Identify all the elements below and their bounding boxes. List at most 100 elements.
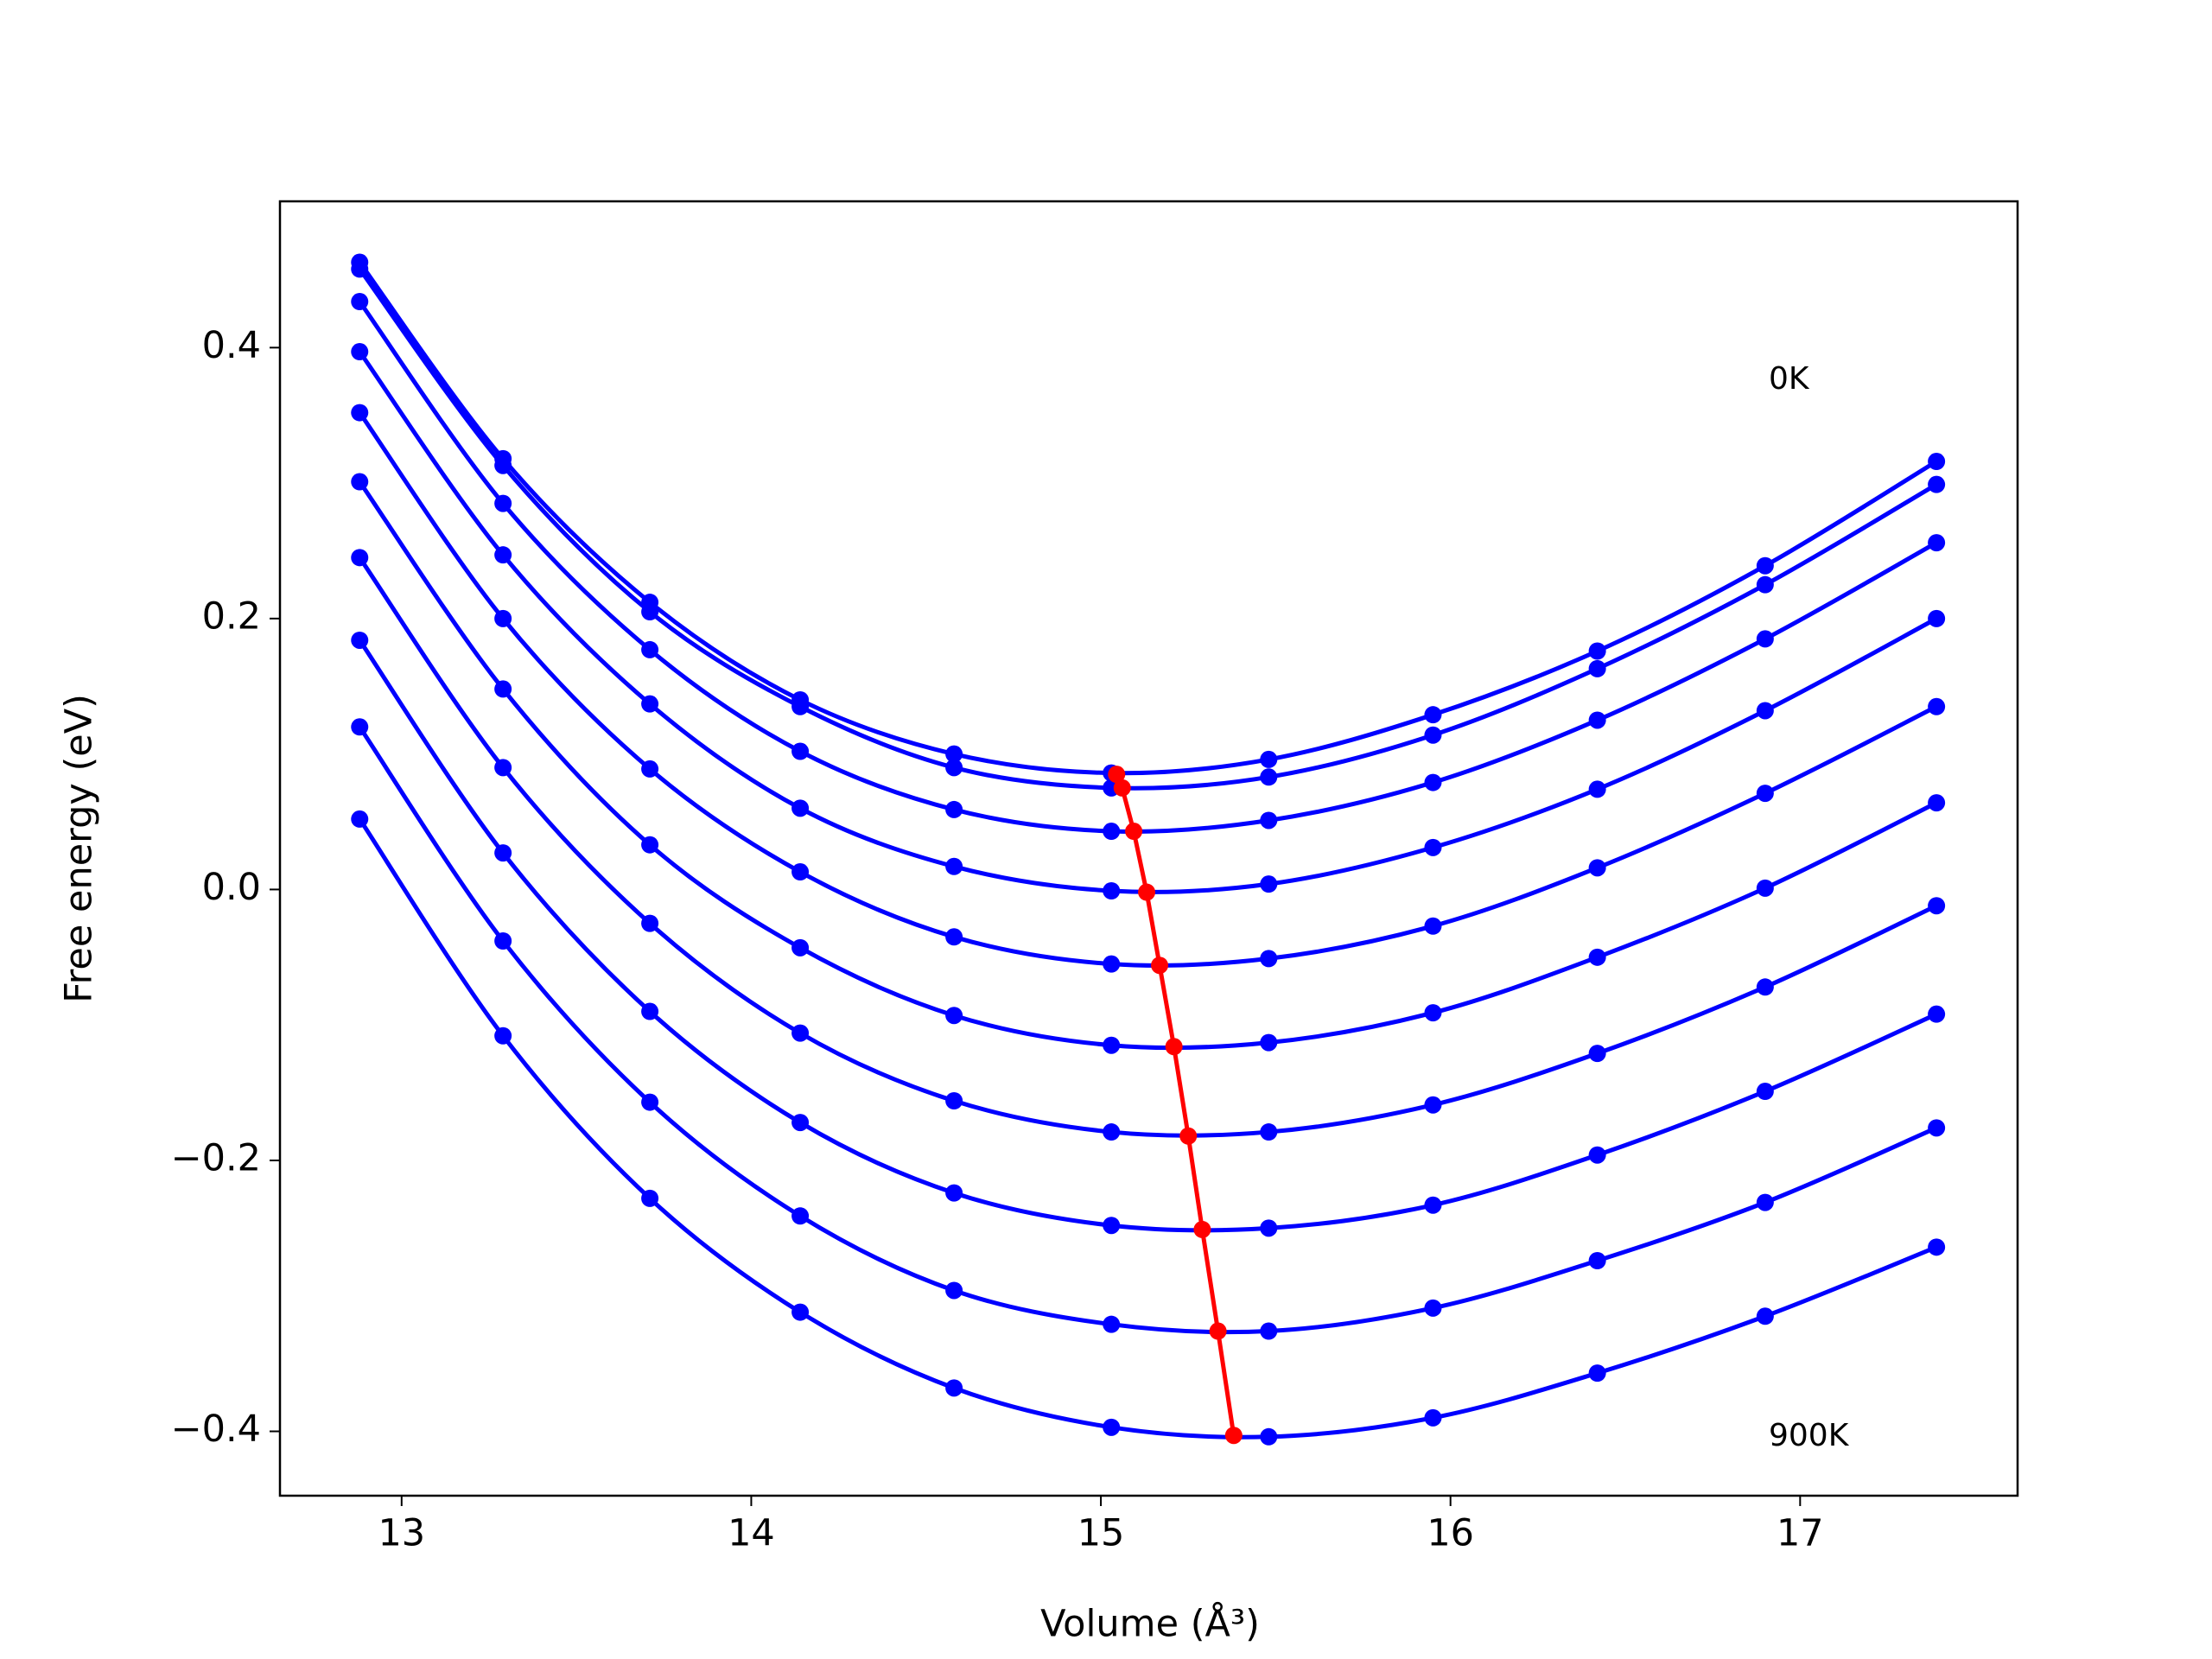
point bbox=[1138, 883, 1156, 901]
point bbox=[494, 932, 512, 950]
point bbox=[494, 494, 512, 512]
point bbox=[945, 857, 963, 875]
point bbox=[945, 745, 963, 763]
point bbox=[1928, 1238, 1946, 1256]
series-line bbox=[358, 480, 1938, 1051]
point bbox=[1424, 726, 1442, 744]
point bbox=[1928, 1005, 1946, 1023]
point bbox=[1260, 950, 1278, 968]
point bbox=[1424, 1096, 1442, 1114]
y-tick-label: 0.0 bbox=[202, 866, 261, 909]
point bbox=[1260, 750, 1278, 768]
plot-frame bbox=[278, 200, 2019, 1497]
point bbox=[791, 799, 810, 817]
series-line bbox=[358, 817, 1938, 1440]
point bbox=[641, 760, 659, 778]
point bbox=[1424, 1004, 1442, 1022]
series-line bbox=[358, 556, 1938, 1138]
point bbox=[1588, 1251, 1606, 1269]
point bbox=[1103, 1315, 1121, 1333]
point bbox=[1165, 1038, 1183, 1056]
point bbox=[494, 759, 512, 777]
annotation: 900K bbox=[1769, 1418, 1850, 1453]
point bbox=[351, 473, 369, 491]
point bbox=[1588, 1045, 1606, 1063]
point bbox=[1103, 1418, 1121, 1436]
point bbox=[1260, 768, 1278, 786]
point bbox=[1588, 780, 1606, 798]
point bbox=[1424, 1299, 1442, 1317]
point bbox=[351, 404, 369, 422]
point bbox=[351, 810, 369, 828]
point bbox=[1209, 1322, 1227, 1340]
point bbox=[1424, 838, 1442, 856]
series-line bbox=[1114, 773, 1236, 1436]
point bbox=[945, 1091, 963, 1109]
point bbox=[791, 1114, 810, 1132]
point bbox=[1928, 794, 1946, 812]
point bbox=[1103, 881, 1121, 899]
annotation: 0K bbox=[1769, 361, 1810, 397]
point bbox=[1756, 785, 1774, 803]
point bbox=[1756, 575, 1774, 594]
point bbox=[1756, 978, 1774, 996]
point bbox=[351, 260, 369, 278]
point bbox=[945, 800, 963, 818]
point bbox=[1588, 1146, 1606, 1164]
point bbox=[641, 1002, 659, 1020]
point bbox=[1424, 1196, 1442, 1214]
point bbox=[1103, 823, 1121, 841]
series-line bbox=[358, 411, 1938, 969]
point bbox=[945, 928, 963, 946]
point bbox=[641, 836, 659, 854]
x-tick-label: 13 bbox=[378, 1512, 425, 1555]
x-tick-label: 17 bbox=[1777, 1512, 1824, 1555]
point bbox=[1756, 1193, 1774, 1211]
point bbox=[1260, 811, 1278, 830]
point bbox=[494, 680, 512, 698]
point bbox=[494, 844, 512, 862]
x-tick-label: 15 bbox=[1077, 1512, 1125, 1555]
point bbox=[641, 914, 659, 932]
point bbox=[791, 1303, 810, 1321]
y-tick-label: 0.2 bbox=[202, 594, 261, 638]
y-tick-label: −0.2 bbox=[171, 1136, 261, 1179]
point bbox=[1928, 534, 1946, 552]
point bbox=[1103, 1123, 1121, 1141]
point bbox=[1756, 1307, 1774, 1325]
point bbox=[1103, 955, 1121, 973]
point bbox=[1928, 897, 1946, 915]
point bbox=[1260, 1219, 1278, 1237]
point bbox=[1151, 957, 1169, 975]
point bbox=[1928, 609, 1946, 627]
point bbox=[1179, 1127, 1198, 1145]
point bbox=[1260, 875, 1278, 893]
point bbox=[1103, 1217, 1121, 1235]
point bbox=[945, 1184, 963, 1202]
y-axis-label: Free energy (eV) bbox=[58, 694, 101, 1003]
point bbox=[1588, 642, 1606, 660]
point bbox=[641, 1093, 659, 1111]
point bbox=[1125, 823, 1143, 841]
x-tick-label: 16 bbox=[1427, 1512, 1474, 1555]
x-tick-label: 14 bbox=[728, 1512, 775, 1555]
point bbox=[1260, 1427, 1278, 1446]
point bbox=[1260, 1123, 1278, 1141]
point bbox=[494, 1027, 512, 1045]
point bbox=[791, 1207, 810, 1225]
point bbox=[641, 695, 659, 713]
point bbox=[1424, 706, 1442, 724]
x-axis-label: Volume (Å³) bbox=[1040, 1602, 1260, 1646]
point bbox=[945, 1007, 963, 1025]
point bbox=[1928, 453, 1946, 471]
point bbox=[641, 640, 659, 658]
series-line bbox=[358, 725, 1938, 1335]
point bbox=[791, 1024, 810, 1042]
point bbox=[351, 343, 369, 361]
point bbox=[1928, 1119, 1946, 1137]
point bbox=[1424, 1408, 1442, 1427]
point bbox=[351, 293, 369, 311]
point bbox=[1756, 702, 1774, 720]
point bbox=[1260, 1033, 1278, 1052]
point bbox=[1756, 630, 1774, 648]
